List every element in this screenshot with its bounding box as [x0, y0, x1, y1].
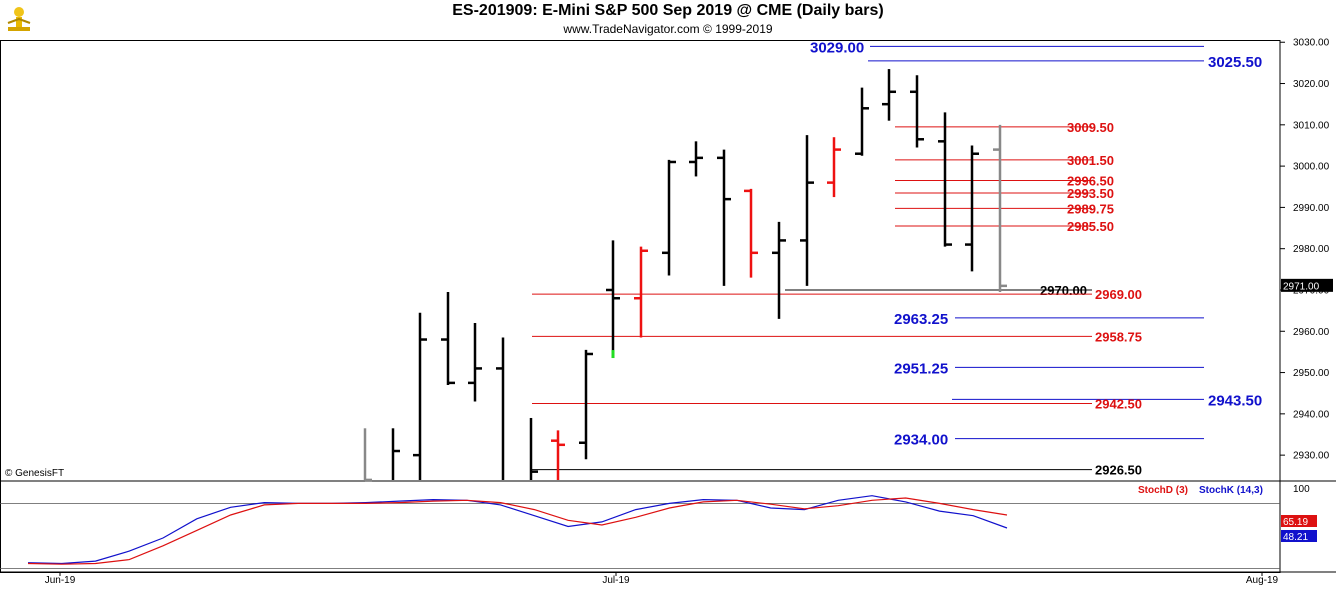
- ohlc-bar: [772, 221, 786, 319]
- ohlc-bar: [441, 292, 455, 385]
- stoch-k-value: 48.21: [1283, 532, 1308, 543]
- y-tick-label: 2960.00: [1293, 327, 1330, 338]
- level-label-3025.50: 3025.50: [1208, 54, 1262, 71]
- legend-stoch-d: StochD (3): [1138, 485, 1188, 496]
- ohlc-bar: [827, 137, 841, 198]
- stoch-y-tick-label: 100: [1293, 484, 1310, 495]
- ohlc-bar: [579, 349, 593, 460]
- ohlc-bar: [468, 323, 482, 402]
- ohlc-bar: [910, 75, 924, 148]
- stoch-k-value-box: [1281, 530, 1317, 542]
- ohlc-bar: [855, 87, 869, 156]
- ohlc-bar: [800, 135, 814, 286]
- level-label-2926.50: 2926.50: [1095, 463, 1142, 478]
- stoch-d-value-box: [1281, 515, 1317, 527]
- y-tick-label: 2950.00: [1293, 368, 1330, 379]
- trader-logo-icon: [4, 3, 34, 38]
- level-label-3029.00: 3029.00: [810, 39, 864, 56]
- ohlc-bar: [551, 430, 565, 480]
- chart-subtitle: www.TradeNavigator.com © 1999-2019: [563, 22, 773, 36]
- ohlc-bar: [993, 124, 1007, 293]
- level-label-2996.50: 2996.50: [1067, 174, 1114, 189]
- ohlc-bar: [496, 337, 505, 480]
- level-label-3009.50: 3009.50: [1067, 120, 1114, 135]
- y-tick-label: 3000.00: [1293, 162, 1330, 173]
- ohlc-bar: [689, 141, 703, 177]
- ohlc-bar: [634, 246, 648, 338]
- ohlc-bar: [413, 312, 427, 480]
- y-tick-label: 2940.00: [1293, 409, 1330, 420]
- ohlc-bar: [363, 428, 372, 482]
- level-label-2951.25: 2951.25: [894, 360, 948, 377]
- ohlc-bar: [938, 112, 952, 247]
- ohlc-bar: [744, 188, 758, 278]
- y-tick-label: 2980.00: [1293, 244, 1330, 255]
- level-label-2934.00: 2934.00: [894, 432, 948, 449]
- ohlc-bar: [717, 149, 731, 286]
- ohlc-bar: [391, 428, 400, 480]
- level-label-2942.50: 2942.50: [1095, 397, 1142, 412]
- level-label-2963.25: 2963.25: [894, 311, 948, 328]
- ohlc-bar: [529, 417, 538, 480]
- chart-title: ES-201909: E-Mini S&P 500 Sep 2019 @ CME…: [452, 2, 884, 19]
- ohlc-bar: [965, 145, 979, 272]
- stoch-d-value: 65.19: [1283, 517, 1308, 528]
- level-label-2943.50: 2943.50: [1208, 392, 1262, 409]
- level-label-2970.00: 2970.00: [1040, 283, 1087, 298]
- ohlc-bar: [606, 240, 620, 359]
- legend-stoch-k: StochK (14,3): [1199, 485, 1263, 496]
- y-tick-label: 3030.00: [1293, 38, 1330, 49]
- y-tick-label: 2930.00: [1293, 451, 1330, 462]
- level-label-3001.50: 3001.50: [1067, 153, 1114, 168]
- level-label-2958.75: 2958.75: [1095, 329, 1142, 344]
- y-tick-label: 2990.00: [1293, 203, 1330, 214]
- level-label-2989.75: 2989.75: [1067, 201, 1114, 216]
- level-label-2993.50: 2993.50: [1067, 186, 1114, 201]
- ohlc-bar: [662, 159, 676, 276]
- stoch-k-line: [27, 495, 1008, 565]
- last-price-box: [1281, 278, 1333, 292]
- copyright-label: © GenesisFT: [5, 468, 65, 479]
- level-label-2969.00: 2969.00: [1095, 287, 1142, 302]
- level-label-2985.50: 2985.50: [1067, 219, 1114, 234]
- y-tick-label: 3020.00: [1293, 79, 1330, 90]
- x-tick-label: Jun-19: [45, 575, 76, 586]
- x-tick-label: Aug-19: [1246, 575, 1279, 586]
- last-price-label: 2971.00: [1283, 281, 1320, 292]
- y-tick-label: 3010.00: [1293, 120, 1330, 131]
- stoch-d-line: [27, 497, 1008, 565]
- x-tick-label: Jul-19: [602, 575, 630, 586]
- ohlc-bar: [882, 69, 896, 121]
